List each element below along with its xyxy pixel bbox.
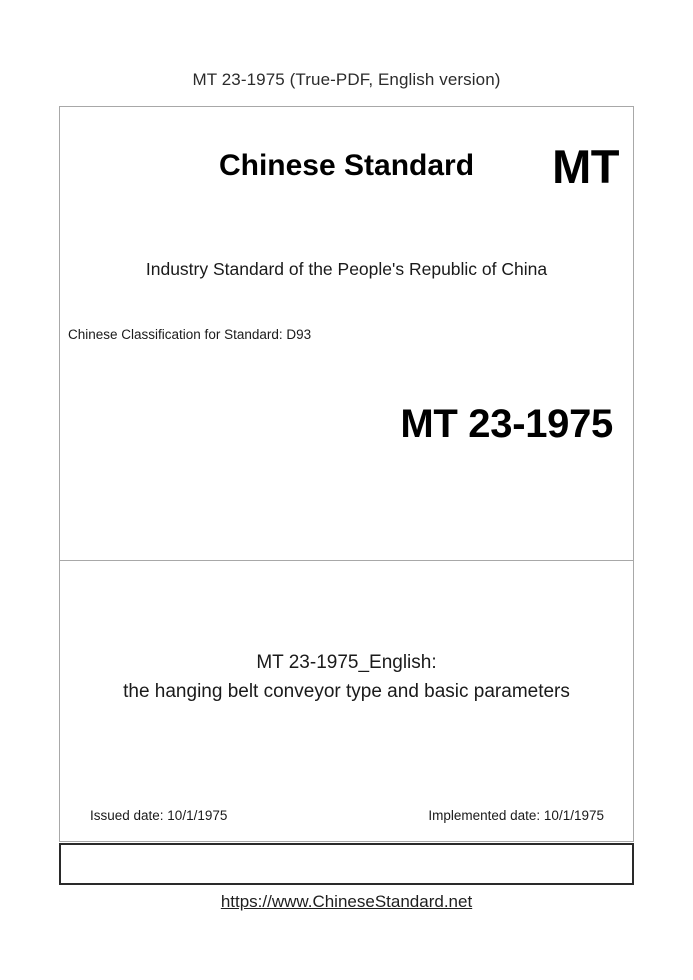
document-title-block: MT 23-1975_English: the hanging belt con…	[60, 648, 633, 706]
cover-upper-section: Chinese Standard MT Industry Standard of…	[60, 107, 633, 561]
implemented-date: Implemented date: 10/1/1975	[428, 808, 604, 823]
standard-heading: Chinese Standard	[218, 149, 475, 182]
document-title-line-2: the hanging belt conveyor type and basic…	[123, 681, 570, 702]
issued-date: Issued date: 10/1/1975	[90, 808, 228, 823]
footer: https://www.ChineseStandard.net	[0, 892, 693, 912]
bottom-blank-bar	[59, 843, 634, 885]
source-website-link[interactable]: https://www.ChineseStandard.net	[220, 892, 473, 911]
standard-heading-row: Chinese Standard MT	[60, 143, 633, 201]
standard-subtitle: Industry Standard of the People's Republ…	[145, 259, 548, 279]
cover-frame: Chinese Standard MT Industry Standard of…	[59, 106, 634, 842]
standard-mark-logo: MT	[552, 140, 619, 193]
cover-lower-section: MT 23-1975_English: the hanging belt con…	[60, 561, 633, 843]
document-caption: MT 23-1975 (True-PDF, English version)	[192, 70, 501, 89]
dates-row: Issued date: 10/1/1975 Implemented date:…	[90, 808, 604, 823]
standard-number: MT 23-1975	[400, 402, 613, 446]
document-title-line-1: MT 23-1975_English:	[256, 652, 437, 673]
standard-classification: Chinese Classification for Standard: D93	[68, 327, 312, 342]
